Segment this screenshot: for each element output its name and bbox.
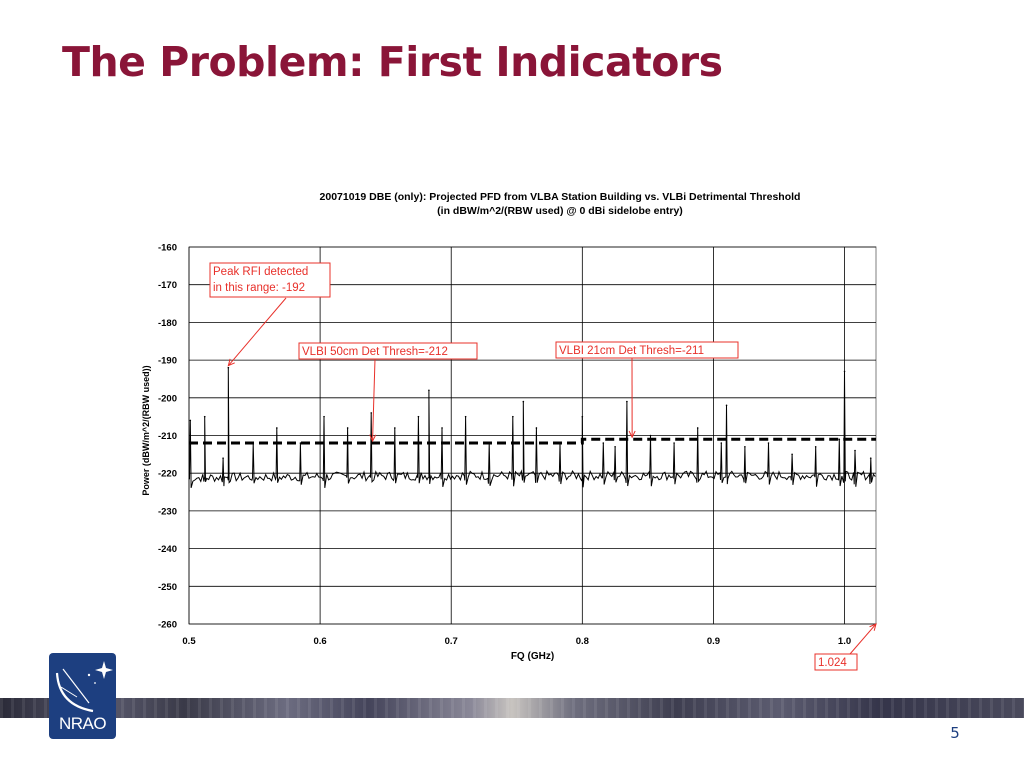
page-number: 5 xyxy=(950,724,960,742)
chart-title: 20071019 DBE (only): Projected PFD from … xyxy=(319,191,801,203)
y-tick-label: -190 xyxy=(158,356,177,367)
y-axis-label: Power (dBW/m^2/(RBW used)) xyxy=(141,365,151,495)
peak-point xyxy=(602,442,605,444)
peak-point xyxy=(323,415,325,418)
annotation-max-frequency-text: 1.024 xyxy=(818,657,847,669)
peak-point xyxy=(276,427,278,429)
annotation-21cm-threshold-arrowhead xyxy=(628,430,636,439)
peak-point xyxy=(696,427,699,429)
peak-point xyxy=(744,446,746,448)
peak-point xyxy=(814,446,817,448)
peak-point xyxy=(227,366,230,369)
nrao-logo: NRAO xyxy=(49,653,116,739)
annotation-max-frequency-box xyxy=(814,653,858,671)
y-tick-label: -170 xyxy=(158,280,177,291)
y-tick-label: -220 xyxy=(158,469,177,480)
annotation-max-frequency-arrow xyxy=(849,623,877,655)
radio-dish-icon xyxy=(55,668,94,713)
threshold-line xyxy=(189,437,876,445)
annotation-peak-rfi-arrowhead xyxy=(227,358,235,367)
peak-point xyxy=(626,400,628,403)
y-tick-label: -230 xyxy=(158,506,177,517)
y-tick-label: -250 xyxy=(158,582,177,593)
y-tick-label: -180 xyxy=(158,318,177,329)
peak-point xyxy=(767,442,770,444)
annotation-peak-rfi-text: Peak RFI detected xyxy=(213,266,308,278)
peak-point xyxy=(838,438,841,441)
peak-point xyxy=(725,404,728,407)
annotation-peak-rfi-text: in this range: -192 xyxy=(213,282,305,294)
annotation-50cm-threshold-arrowhead xyxy=(369,434,377,443)
star-icon xyxy=(87,661,113,684)
annotation-50cm-threshold-text: VLBI 50cm Det Thresh=-212 xyxy=(302,346,448,358)
y-tick-label: -210 xyxy=(158,431,177,442)
peak-point xyxy=(394,427,396,429)
x-tick-label: 1.0 xyxy=(838,636,851,647)
x-tick-label: 0.5 xyxy=(182,636,196,647)
y-tick-label: -200 xyxy=(158,393,177,404)
peak-point xyxy=(417,415,420,418)
peak-point xyxy=(346,427,349,429)
y-tick-label: -240 xyxy=(158,544,177,555)
x-tick-label: 0.8 xyxy=(576,636,589,647)
peak-point xyxy=(370,412,373,414)
peak-point xyxy=(843,370,846,373)
x-tick-label: 0.6 xyxy=(313,636,326,647)
x-axis-label: FQ (GHz) xyxy=(511,651,554,662)
logo-text: NRAO xyxy=(58,714,107,733)
peak-point xyxy=(869,457,872,459)
galaxy-banner xyxy=(0,698,1024,718)
chart: -160 -170 -180 -190 -200 -210 -220 -230 -240 -250… xyxy=(141,243,877,671)
annotation-50cm-threshold-arrow xyxy=(372,358,376,442)
peak-point xyxy=(512,415,514,418)
peak-point xyxy=(464,415,467,418)
peak-point xyxy=(614,446,616,448)
y-tick-label: -160 xyxy=(158,243,177,254)
x-tick-label: 0.9 xyxy=(707,636,720,647)
annotation-21cm-threshold-text: VLBI 21cm Det Thresh=-211 xyxy=(559,345,704,357)
spectrum-line xyxy=(188,367,876,489)
peak-point xyxy=(222,457,224,459)
annotation-peak-rfi-box xyxy=(209,262,331,298)
peak-point xyxy=(649,434,652,437)
peak-point xyxy=(441,427,443,429)
peak-point xyxy=(720,442,723,444)
annotation-50cm-threshold-box xyxy=(298,342,478,360)
peak-point xyxy=(535,427,538,429)
y-tick-label: -260 xyxy=(158,620,177,631)
chart-title-block: 20071019 DBE (only): Projected PFD from … xyxy=(180,190,940,218)
peak-point xyxy=(581,415,584,418)
annotation-peak-rfi-arrow xyxy=(227,297,287,366)
annotation-21cm-threshold-box xyxy=(555,341,739,359)
peak-point xyxy=(428,389,430,392)
peak-point xyxy=(522,400,525,403)
peak-point xyxy=(189,419,192,422)
peak-point xyxy=(673,442,675,444)
chart-subtitle: (in dBW/m^2/(RBW used) @ 0 dBi sidelobe … xyxy=(437,205,683,217)
x-tick-label: 0.7 xyxy=(445,636,458,647)
peak-point xyxy=(791,453,793,456)
peak-point xyxy=(854,449,856,452)
peak-point xyxy=(203,415,206,418)
peak-point xyxy=(299,442,302,444)
annotation-max-frequency-arrowhead xyxy=(869,623,877,631)
slide-title: The Problem: First Indicators xyxy=(62,38,723,86)
